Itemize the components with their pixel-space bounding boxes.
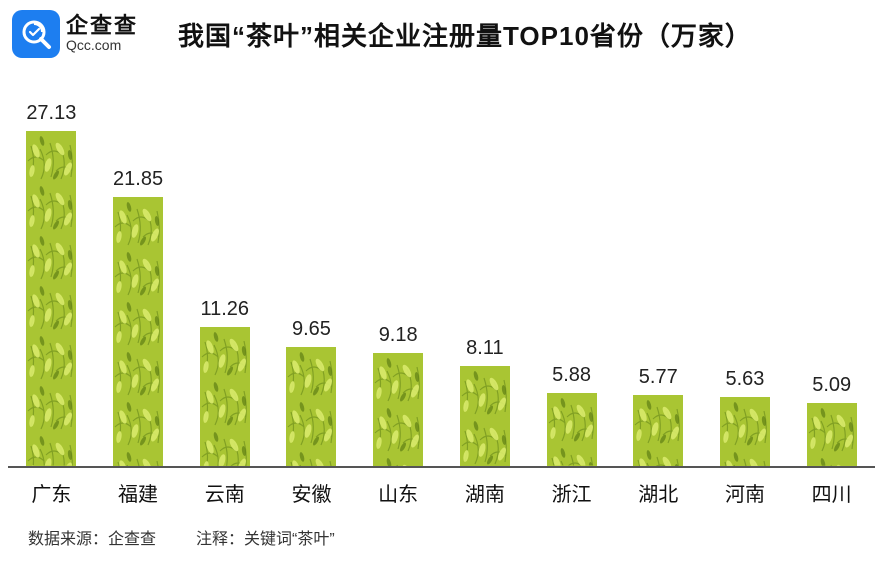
bar-value-label: 11.26 — [200, 298, 249, 321]
bar-slot: 27.13 — [8, 68, 95, 466]
bar-slot: 11.26 — [181, 68, 268, 466]
bar — [373, 353, 423, 466]
x-axis-label: 河南 — [702, 478, 789, 507]
note-value: 关键词“茶叶” — [244, 531, 335, 548]
tea-texture-icon — [547, 393, 597, 466]
header: 企查查 Qcc.com 我国“茶叶”相关企业注册量TOP10省份（万家） — [8, 10, 875, 58]
bar-slot: 9.65 — [268, 68, 355, 466]
x-axis-label: 四川 — [788, 478, 875, 507]
tea-texture-icon — [286, 347, 336, 466]
bar-slot: 5.09 — [788, 68, 875, 466]
bar-value-label: 5.88 — [552, 364, 591, 387]
source-label: 数据来源： — [28, 531, 108, 548]
tea-texture-icon — [200, 327, 250, 466]
bar — [460, 366, 510, 466]
logo-cn: 企查查 — [66, 14, 138, 38]
chart: 27.13 21.85 11.26 9.65 9.18 8.11 5.88 5.77 5.63 5… — [8, 68, 875, 468]
bar-slot: 8.11 — [442, 68, 529, 466]
x-axis: 广东福建云南安徽山东湖南浙江湖北河南四川 — [8, 478, 875, 507]
source-value: 企查查 — [108, 531, 156, 548]
bar-value-label: 9.18 — [379, 324, 418, 347]
logo: 企查查 Qcc.com — [12, 10, 138, 58]
tea-texture-icon — [373, 353, 423, 466]
bar-value-label: 27.13 — [26, 102, 76, 125]
x-axis-label: 福建 — [95, 478, 182, 507]
bar — [26, 131, 76, 466]
tea-texture-icon — [720, 397, 770, 466]
plot-area: 27.13 21.85 11.26 9.65 9.18 8.11 5.88 5.77 5.63 5… — [8, 68, 875, 468]
bar-value-label: 21.85 — [113, 168, 163, 191]
bar-slot: 9.18 — [355, 68, 442, 466]
source: 数据来源：企查查 — [28, 525, 156, 549]
x-axis-label: 山东 — [355, 478, 442, 507]
x-axis-label: 湖北 — [615, 478, 702, 507]
bar-value-label: 5.09 — [812, 374, 851, 397]
chart-title: 我国“茶叶”相关企业注册量TOP10省份（万家） — [178, 16, 752, 53]
bar — [286, 347, 336, 466]
bar — [113, 197, 163, 466]
bars-container: 27.13 21.85 11.26 9.65 9.18 8.11 5.88 5.77 5.63 5… — [8, 68, 875, 466]
footer: 数据来源：企查查 注释：关键词“茶叶” — [8, 525, 875, 549]
tea-texture-icon — [26, 131, 76, 466]
logo-en: Qcc.com — [66, 38, 138, 53]
tea-texture-icon — [113, 197, 163, 466]
bar — [633, 395, 683, 466]
x-axis-label: 广东 — [8, 478, 95, 507]
bar-value-label: 9.65 — [292, 318, 331, 341]
logo-text: 企查查 Qcc.com — [66, 14, 138, 54]
bar — [720, 397, 770, 466]
x-axis-label: 安徽 — [268, 478, 355, 507]
logo-badge-icon — [12, 10, 60, 58]
bar — [200, 327, 250, 466]
tea-texture-icon — [633, 395, 683, 466]
tea-texture-icon — [460, 366, 510, 466]
tea-texture-icon — [807, 403, 857, 466]
x-axis-label: 浙江 — [528, 478, 615, 507]
bar — [547, 393, 597, 466]
bar — [807, 403, 857, 466]
note-label: 注释： — [196, 531, 244, 548]
note: 注释：关键词“茶叶” — [196, 525, 335, 549]
x-axis-label: 云南 — [181, 478, 268, 507]
bar-value-label: 8.11 — [466, 337, 503, 360]
bar-slot: 5.88 — [528, 68, 615, 466]
bar-slot: 21.85 — [95, 68, 182, 466]
x-axis-label: 湖南 — [442, 478, 529, 507]
bar-value-label: 5.63 — [726, 368, 765, 391]
bar-slot: 5.63 — [702, 68, 789, 466]
bar-value-label: 5.77 — [639, 366, 678, 389]
bar-slot: 5.77 — [615, 68, 702, 466]
